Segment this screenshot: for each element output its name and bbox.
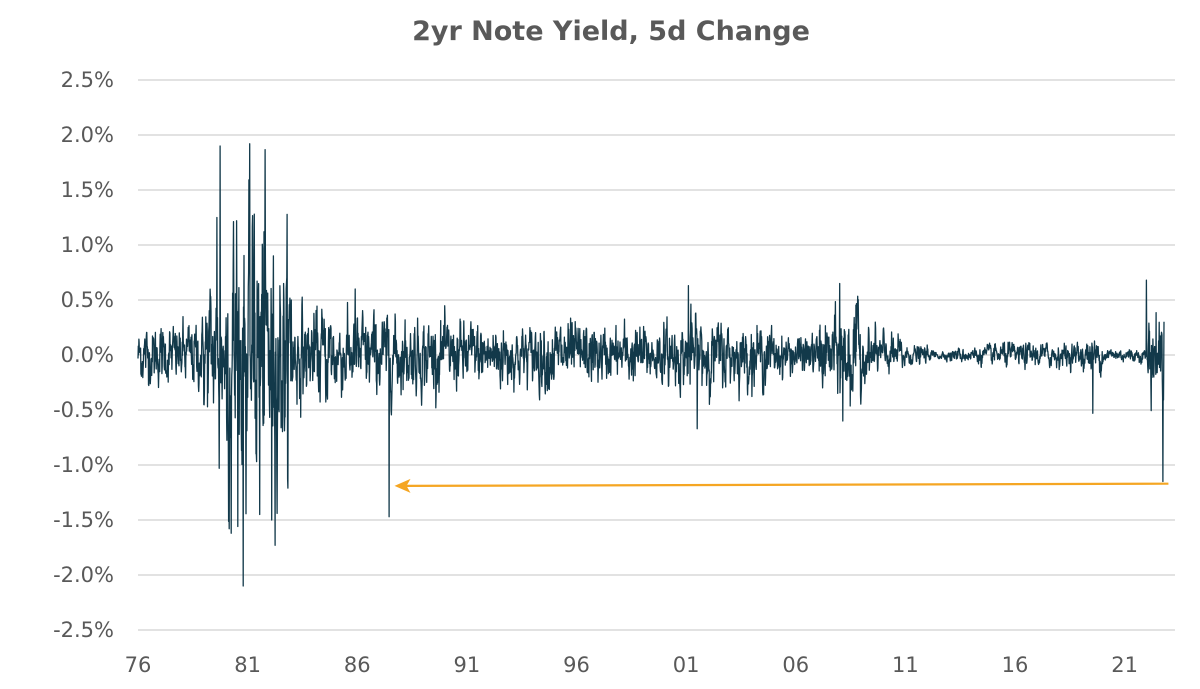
x-tick-label: 01 bbox=[673, 653, 700, 677]
annotations bbox=[394, 478, 1169, 493]
chart-title: 2yr Note Yield, 5d Change bbox=[412, 16, 810, 47]
x-tick-label: 96 bbox=[563, 653, 590, 677]
x-tick-label: 16 bbox=[1002, 653, 1029, 677]
y-tick-label: 2.0% bbox=[61, 123, 114, 147]
y-tick-label: 1.0% bbox=[61, 233, 114, 257]
x-tick-label: 06 bbox=[782, 653, 809, 677]
series-line-2yr-5d-change bbox=[137, 143, 1165, 587]
x-tick-label: 86 bbox=[344, 653, 371, 677]
y-tick-label: -1.5% bbox=[53, 508, 114, 532]
y-axis-ticks: 2.5% 2.0% 1.5% 1.0% 0.5% 0.0% -0.5% -1.0% -1.5% -… bbox=[53, 68, 114, 642]
y-tick-label: -0.5% bbox=[53, 398, 114, 422]
y-tick-label: -1.0% bbox=[53, 453, 114, 477]
x-axis-ticks: 76 81 86 91 96 01 06 11 16 21 bbox=[125, 653, 1138, 677]
y-tick-label: -2.5% bbox=[53, 618, 114, 642]
annotation-arrow-line bbox=[404, 482, 1169, 487]
x-tick-label: 91 bbox=[453, 653, 480, 677]
y-tick-label: 2.5% bbox=[61, 68, 114, 92]
y-tick-label: 0.0% bbox=[61, 343, 114, 367]
x-tick-label: 76 bbox=[125, 653, 152, 677]
x-tick-label: 81 bbox=[234, 653, 261, 677]
y-tick-label: 1.5% bbox=[61, 178, 114, 202]
x-tick-label: 21 bbox=[1111, 653, 1138, 677]
arrow-head-icon bbox=[394, 478, 411, 493]
x-tick-label: 11 bbox=[892, 653, 919, 677]
y-tick-label: 0.5% bbox=[61, 288, 114, 312]
y-tick-label: -2.0% bbox=[53, 563, 114, 587]
